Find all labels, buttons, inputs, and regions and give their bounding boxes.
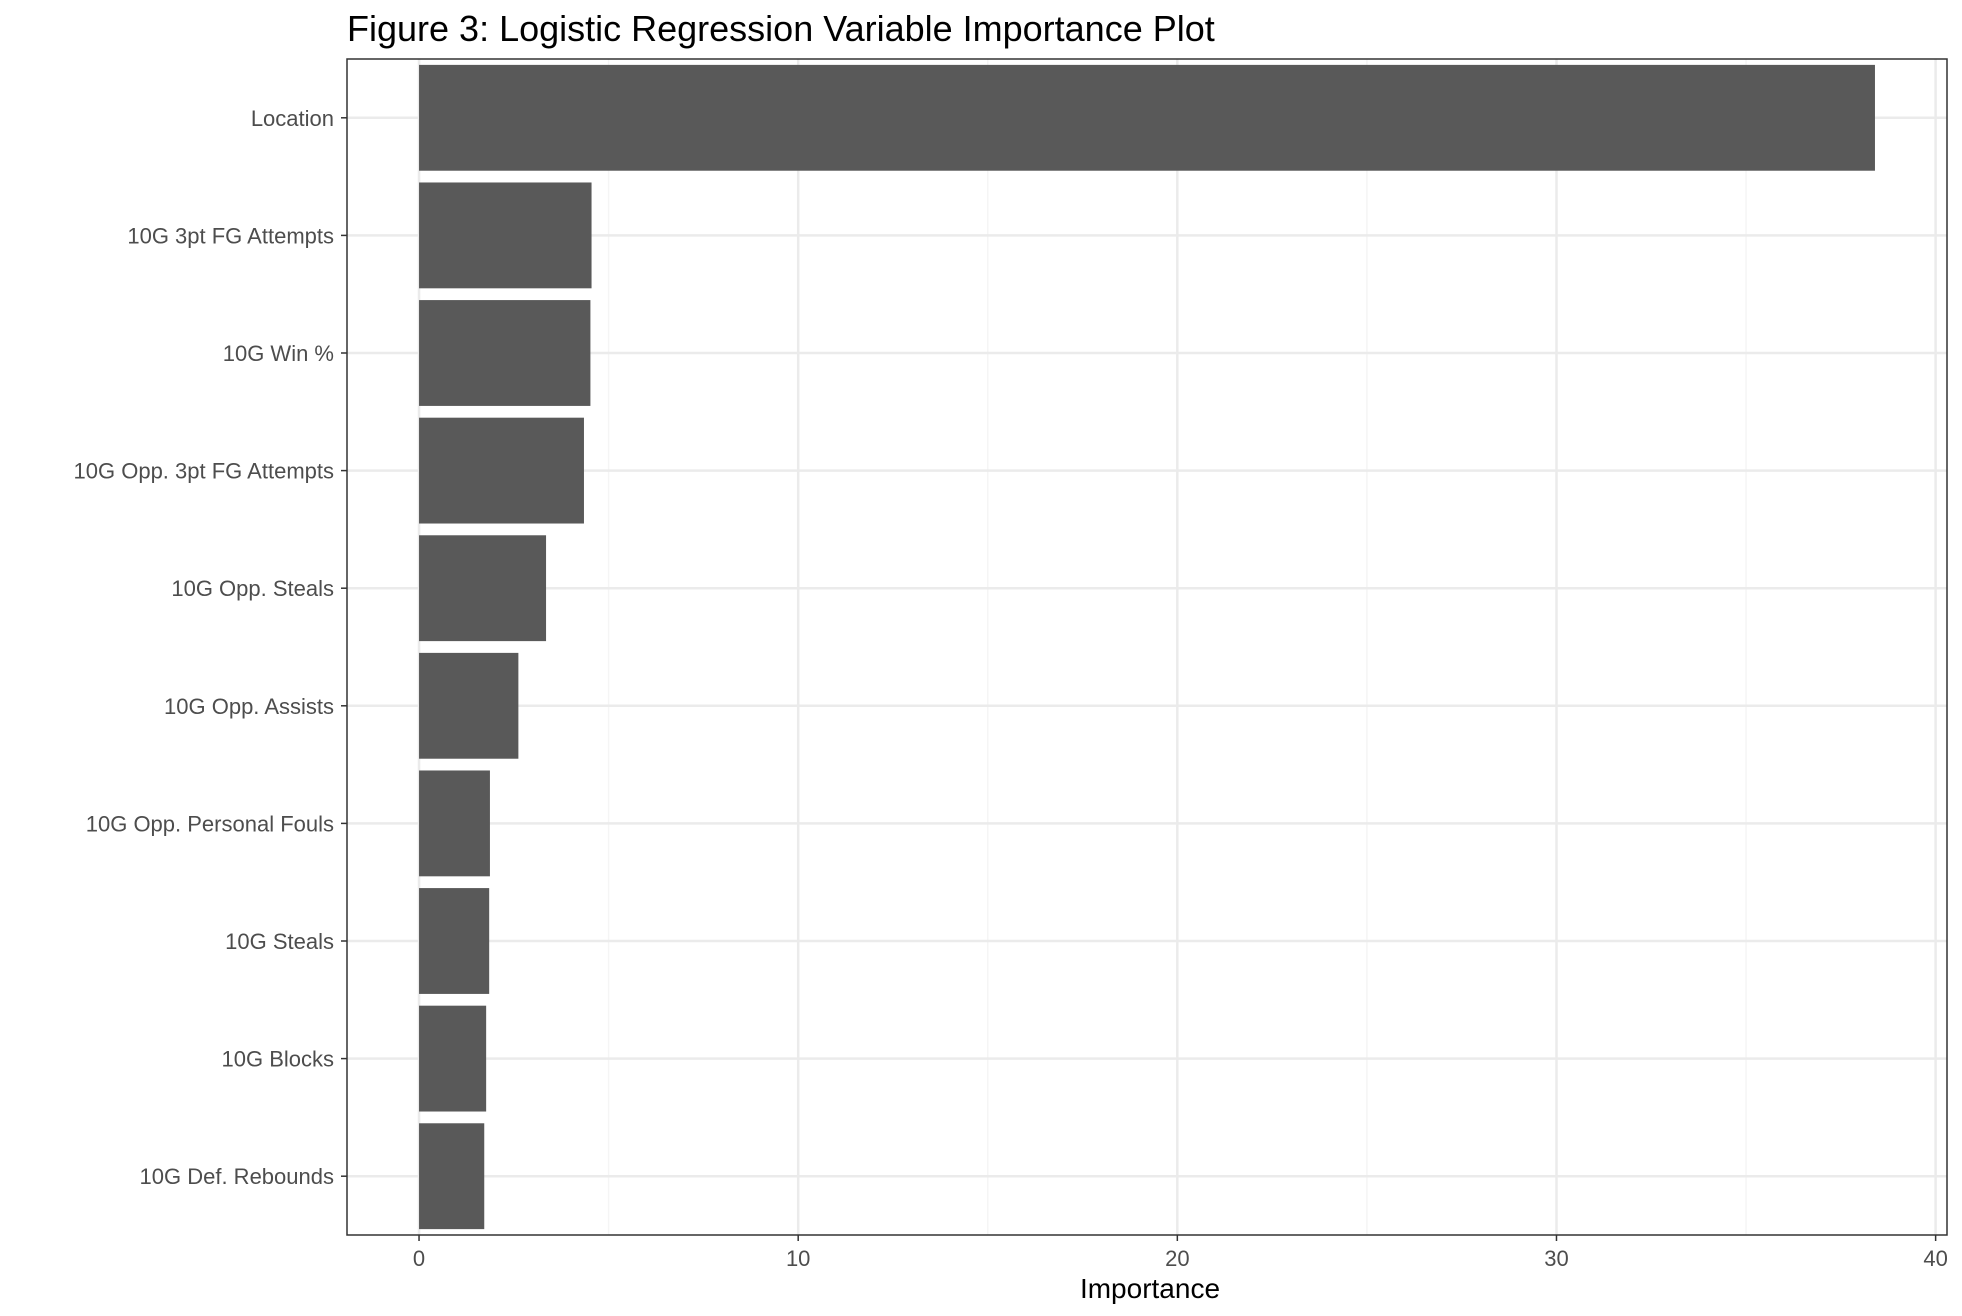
y-tick-label: 10G Def. Rebounds [140,1164,334,1189]
bar [419,652,519,759]
x-tick-label: 40 [1923,1246,1947,1271]
x-tick-label: 10 [786,1246,810,1271]
y-tick-label: 10G Opp. Steals [171,576,334,601]
x-tick-label: 30 [1544,1246,1568,1271]
chart-title: Figure 3: Logistic Regression Variable I… [347,8,1215,49]
x-tick-label: 0 [413,1246,425,1271]
bar [419,770,490,877]
bar [419,535,547,642]
bar [419,182,592,289]
x-axis: 0 10 20 30 40 [413,1235,1948,1271]
x-tick-label: 20 [1165,1246,1189,1271]
bar [419,300,591,406]
y-tick-label: 10G Win % [223,341,334,366]
x-axis-label: Importance [1080,1273,1220,1304]
y-tick-label: Location [251,106,334,131]
y-tick-label: 10G Opp. Assists [164,694,334,719]
y-tick-label: 10G 3pt FG Attempts [127,223,334,248]
y-tick-label: 10G Opp. Personal Fouls [86,811,334,836]
bar [419,1123,485,1230]
grid-layer [347,59,1947,1235]
bar [419,888,490,994]
bar [419,417,584,524]
y-tick-label: 10G Blocks [222,1047,335,1072]
bar [419,64,1875,171]
bar [419,1005,487,1112]
bars-layer [419,64,1875,1230]
y-tick-label: 10G Opp. 3pt FG Attempts [74,459,334,484]
y-tick-label: 10G Steals [225,929,334,954]
panel-border [346,58,1948,1236]
y-axis: Location 10G 3pt FG Attempts 10G Win % 10G … [74,106,347,1189]
